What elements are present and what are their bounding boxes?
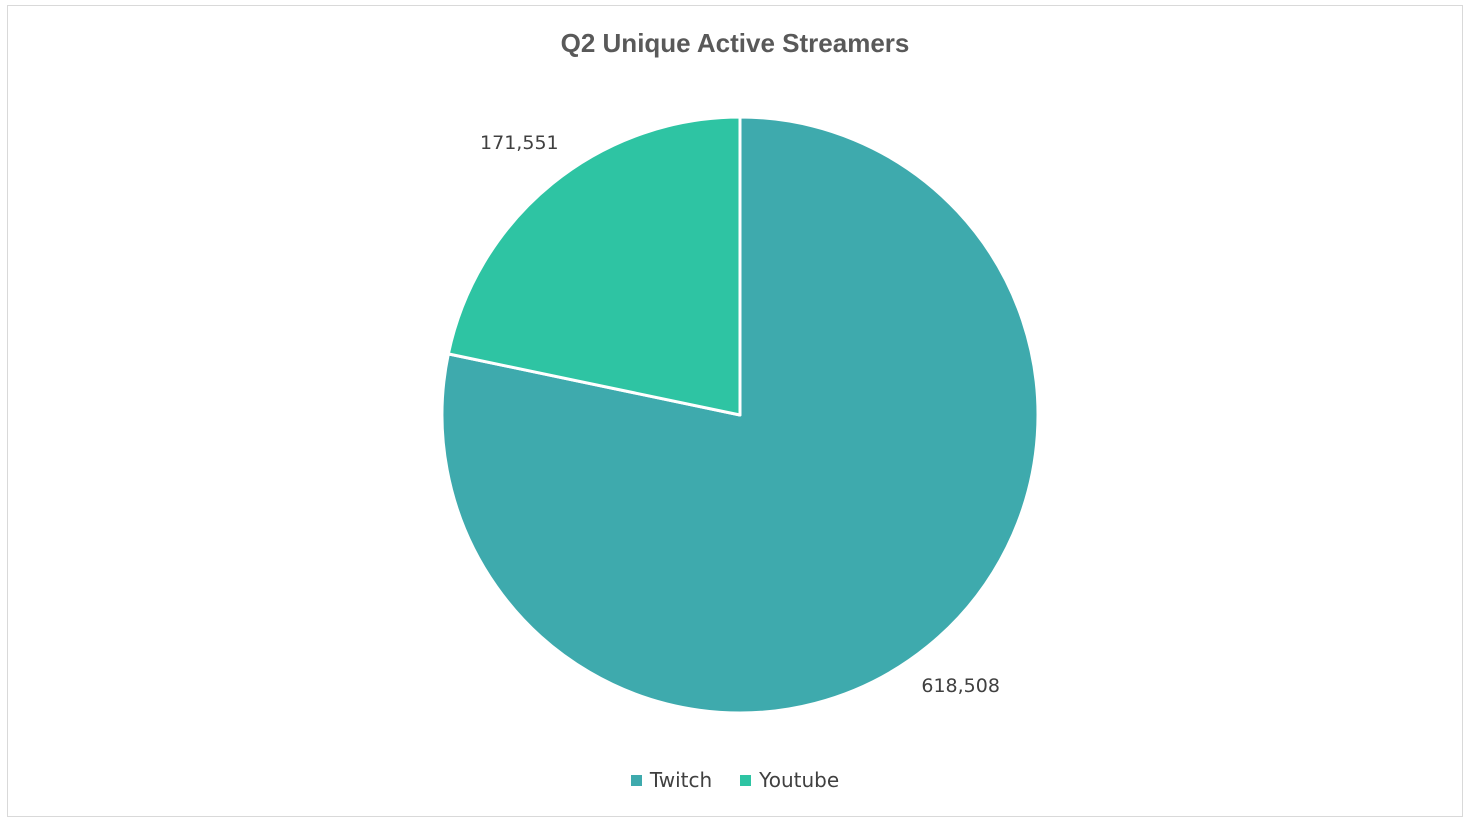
data-label-twitch: 618,508 bbox=[921, 675, 1000, 697]
data-label-youtube: 171,551 bbox=[480, 132, 559, 154]
legend-item-youtube: Youtube bbox=[740, 768, 839, 792]
legend-swatch-twitch bbox=[630, 774, 642, 786]
legend-swatch-youtube bbox=[740, 774, 752, 786]
chart-title: Q2 Unique Active Streamers bbox=[560, 28, 910, 58]
legend-label-twitch: Twitch bbox=[649, 768, 713, 792]
chart-legend: Twitch Youtube bbox=[0, 768, 1470, 792]
legend-label-youtube: Youtube bbox=[759, 768, 840, 792]
pie-slice-youtube bbox=[446, 115, 742, 417]
legend-item-twitch: Twitch bbox=[630, 768, 713, 792]
